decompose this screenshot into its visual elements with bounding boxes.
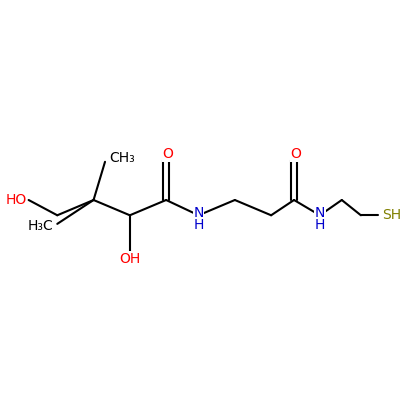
Text: N: N	[315, 206, 325, 220]
Text: H₃C: H₃C	[28, 219, 54, 233]
Text: HO: HO	[6, 193, 27, 207]
Text: H: H	[193, 218, 204, 232]
Text: SH: SH	[382, 208, 400, 222]
Text: O: O	[290, 147, 301, 161]
Text: O: O	[162, 147, 174, 161]
Text: CH₃: CH₃	[109, 151, 134, 165]
Text: N: N	[193, 206, 204, 220]
Text: OH: OH	[119, 252, 140, 266]
Text: H: H	[315, 218, 325, 232]
